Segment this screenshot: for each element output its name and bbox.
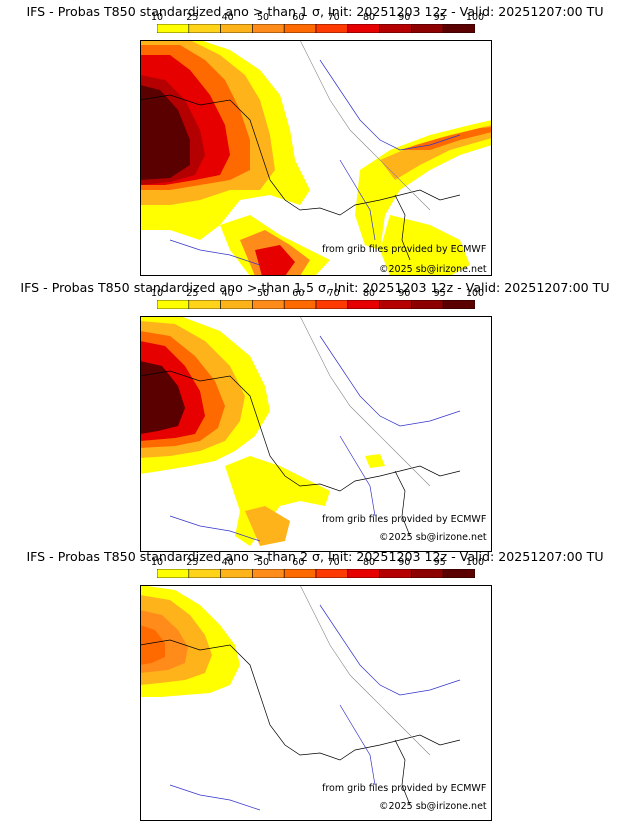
colorbar-tick-label: 10	[150, 288, 164, 299]
colorbar-tick-label: 25	[186, 288, 199, 299]
colorbar-swatch	[347, 24, 380, 33]
colorbar-swatch	[442, 569, 475, 578]
colorbar-swatch	[188, 300, 221, 309]
colorbar-tick-label: 50	[256, 288, 270, 299]
colorbar-swatch	[411, 24, 444, 33]
probability-map	[140, 585, 492, 821]
colorbar-tick-label: 90	[398, 557, 411, 568]
map-panel-1: IFS - Probas T850 standardized ano > tha…	[0, 0, 630, 276]
colorbar-swatch	[220, 569, 253, 578]
colorbar-tick-label: 100	[465, 557, 485, 568]
colorbar-swatch	[157, 569, 190, 578]
colorbar-labels: 10 25 40 50 60 70 80 90 95 100	[151, 288, 484, 300]
colorbar-tick-label: 95	[433, 288, 446, 299]
colorbar-labels: 10 25 40 50 60 70 80 90 95 100	[151, 557, 484, 569]
copyright: ©2025 sb@irizone.net	[379, 264, 487, 275]
colorbar-swatch	[411, 569, 444, 578]
colorbar-tick-label: 10	[150, 557, 164, 568]
copyright: ©2025 sb@irizone.net	[379, 801, 487, 812]
panel-title: IFS - Probas T850 standardized ano > tha…	[26, 549, 604, 564]
colorbar-swatch	[188, 24, 221, 33]
colorbar-tick-label: 60	[292, 288, 305, 299]
colorbar-swatch	[252, 24, 285, 33]
map-panel-3: IFS - Probas T850 standardized ano > tha…	[0, 545, 630, 821]
colorbar-swatch	[220, 300, 253, 309]
source-credit: from grib files provided by ECMWF	[322, 244, 487, 255]
panel-title: IFS - Probas T850 standardized ano > tha…	[20, 280, 610, 295]
colorbar-tick-label: 70	[327, 288, 340, 299]
colorbar	[157, 24, 475, 33]
colorbar	[157, 300, 475, 309]
colorbar-swatch	[283, 569, 317, 578]
colorbar-swatch	[379, 24, 412, 33]
colorbar-tick-label: 90	[398, 288, 411, 299]
colorbar-swatch	[347, 300, 380, 309]
colorbar-tick-label: 70	[327, 557, 340, 568]
probability-map	[140, 40, 492, 276]
colorbar-swatch	[315, 300, 349, 309]
colorbar-swatch	[442, 24, 475, 33]
probability-map	[140, 316, 492, 552]
colorbar-swatch	[379, 569, 412, 578]
colorbar-tick-label: 100	[465, 288, 485, 299]
colorbar-swatch	[347, 569, 380, 578]
map-panel-2: IFS - Probas T850 standardized ano > tha…	[0, 276, 630, 552]
source-credit: from grib files provided by ECMWF	[322, 783, 487, 794]
colorbar-tick-label: 60	[292, 557, 305, 568]
colorbar-tick-label: 10	[150, 12, 164, 23]
colorbar-swatch	[252, 569, 285, 578]
colorbar-swatch	[220, 24, 253, 33]
source-credit: from grib files provided by ECMWF	[322, 514, 487, 525]
colorbar-swatch	[157, 24, 190, 33]
colorbar-swatch	[379, 300, 412, 309]
colorbar-tick-label: 80	[362, 12, 376, 23]
colorbar-swatch	[283, 24, 317, 33]
colorbar	[157, 569, 475, 578]
colorbar-tick-label: 25	[186, 12, 199, 23]
colorbar-swatch	[315, 24, 349, 33]
colorbar-tick-label: 25	[186, 557, 199, 568]
colorbar-tick-label: 100	[465, 12, 485, 23]
colorbar-tick-label: 40	[221, 12, 234, 23]
copyright: ©2025 sb@irizone.net	[379, 532, 487, 543]
colorbar-tick-label: 40	[221, 557, 234, 568]
colorbar-swatch	[157, 300, 190, 309]
colorbar-swatch	[188, 569, 221, 578]
colorbar-tick-label: 80	[362, 557, 376, 568]
colorbar-swatch	[315, 569, 349, 578]
colorbar-tick-label: 90	[398, 12, 411, 23]
colorbar-swatch	[252, 300, 285, 309]
colorbar-tick-label: 50	[256, 557, 270, 568]
colorbar-tick-label: 50	[256, 12, 270, 23]
colorbar-swatch	[442, 300, 475, 309]
panel-title: IFS - Probas T850 standardized ano > tha…	[26, 4, 604, 19]
colorbar-swatch	[283, 300, 317, 309]
colorbar-tick-label: 80	[362, 288, 376, 299]
colorbar-labels: 10 25 40 50 60 70 80 90 95 100	[151, 12, 484, 24]
colorbar-tick-label: 95	[433, 12, 446, 23]
colorbar-swatch	[411, 300, 444, 309]
colorbar-tick-label: 40	[221, 288, 234, 299]
colorbar-tick-label: 95	[433, 557, 446, 568]
colorbar-tick-label: 70	[327, 12, 340, 23]
colorbar-tick-label: 60	[292, 12, 305, 23]
